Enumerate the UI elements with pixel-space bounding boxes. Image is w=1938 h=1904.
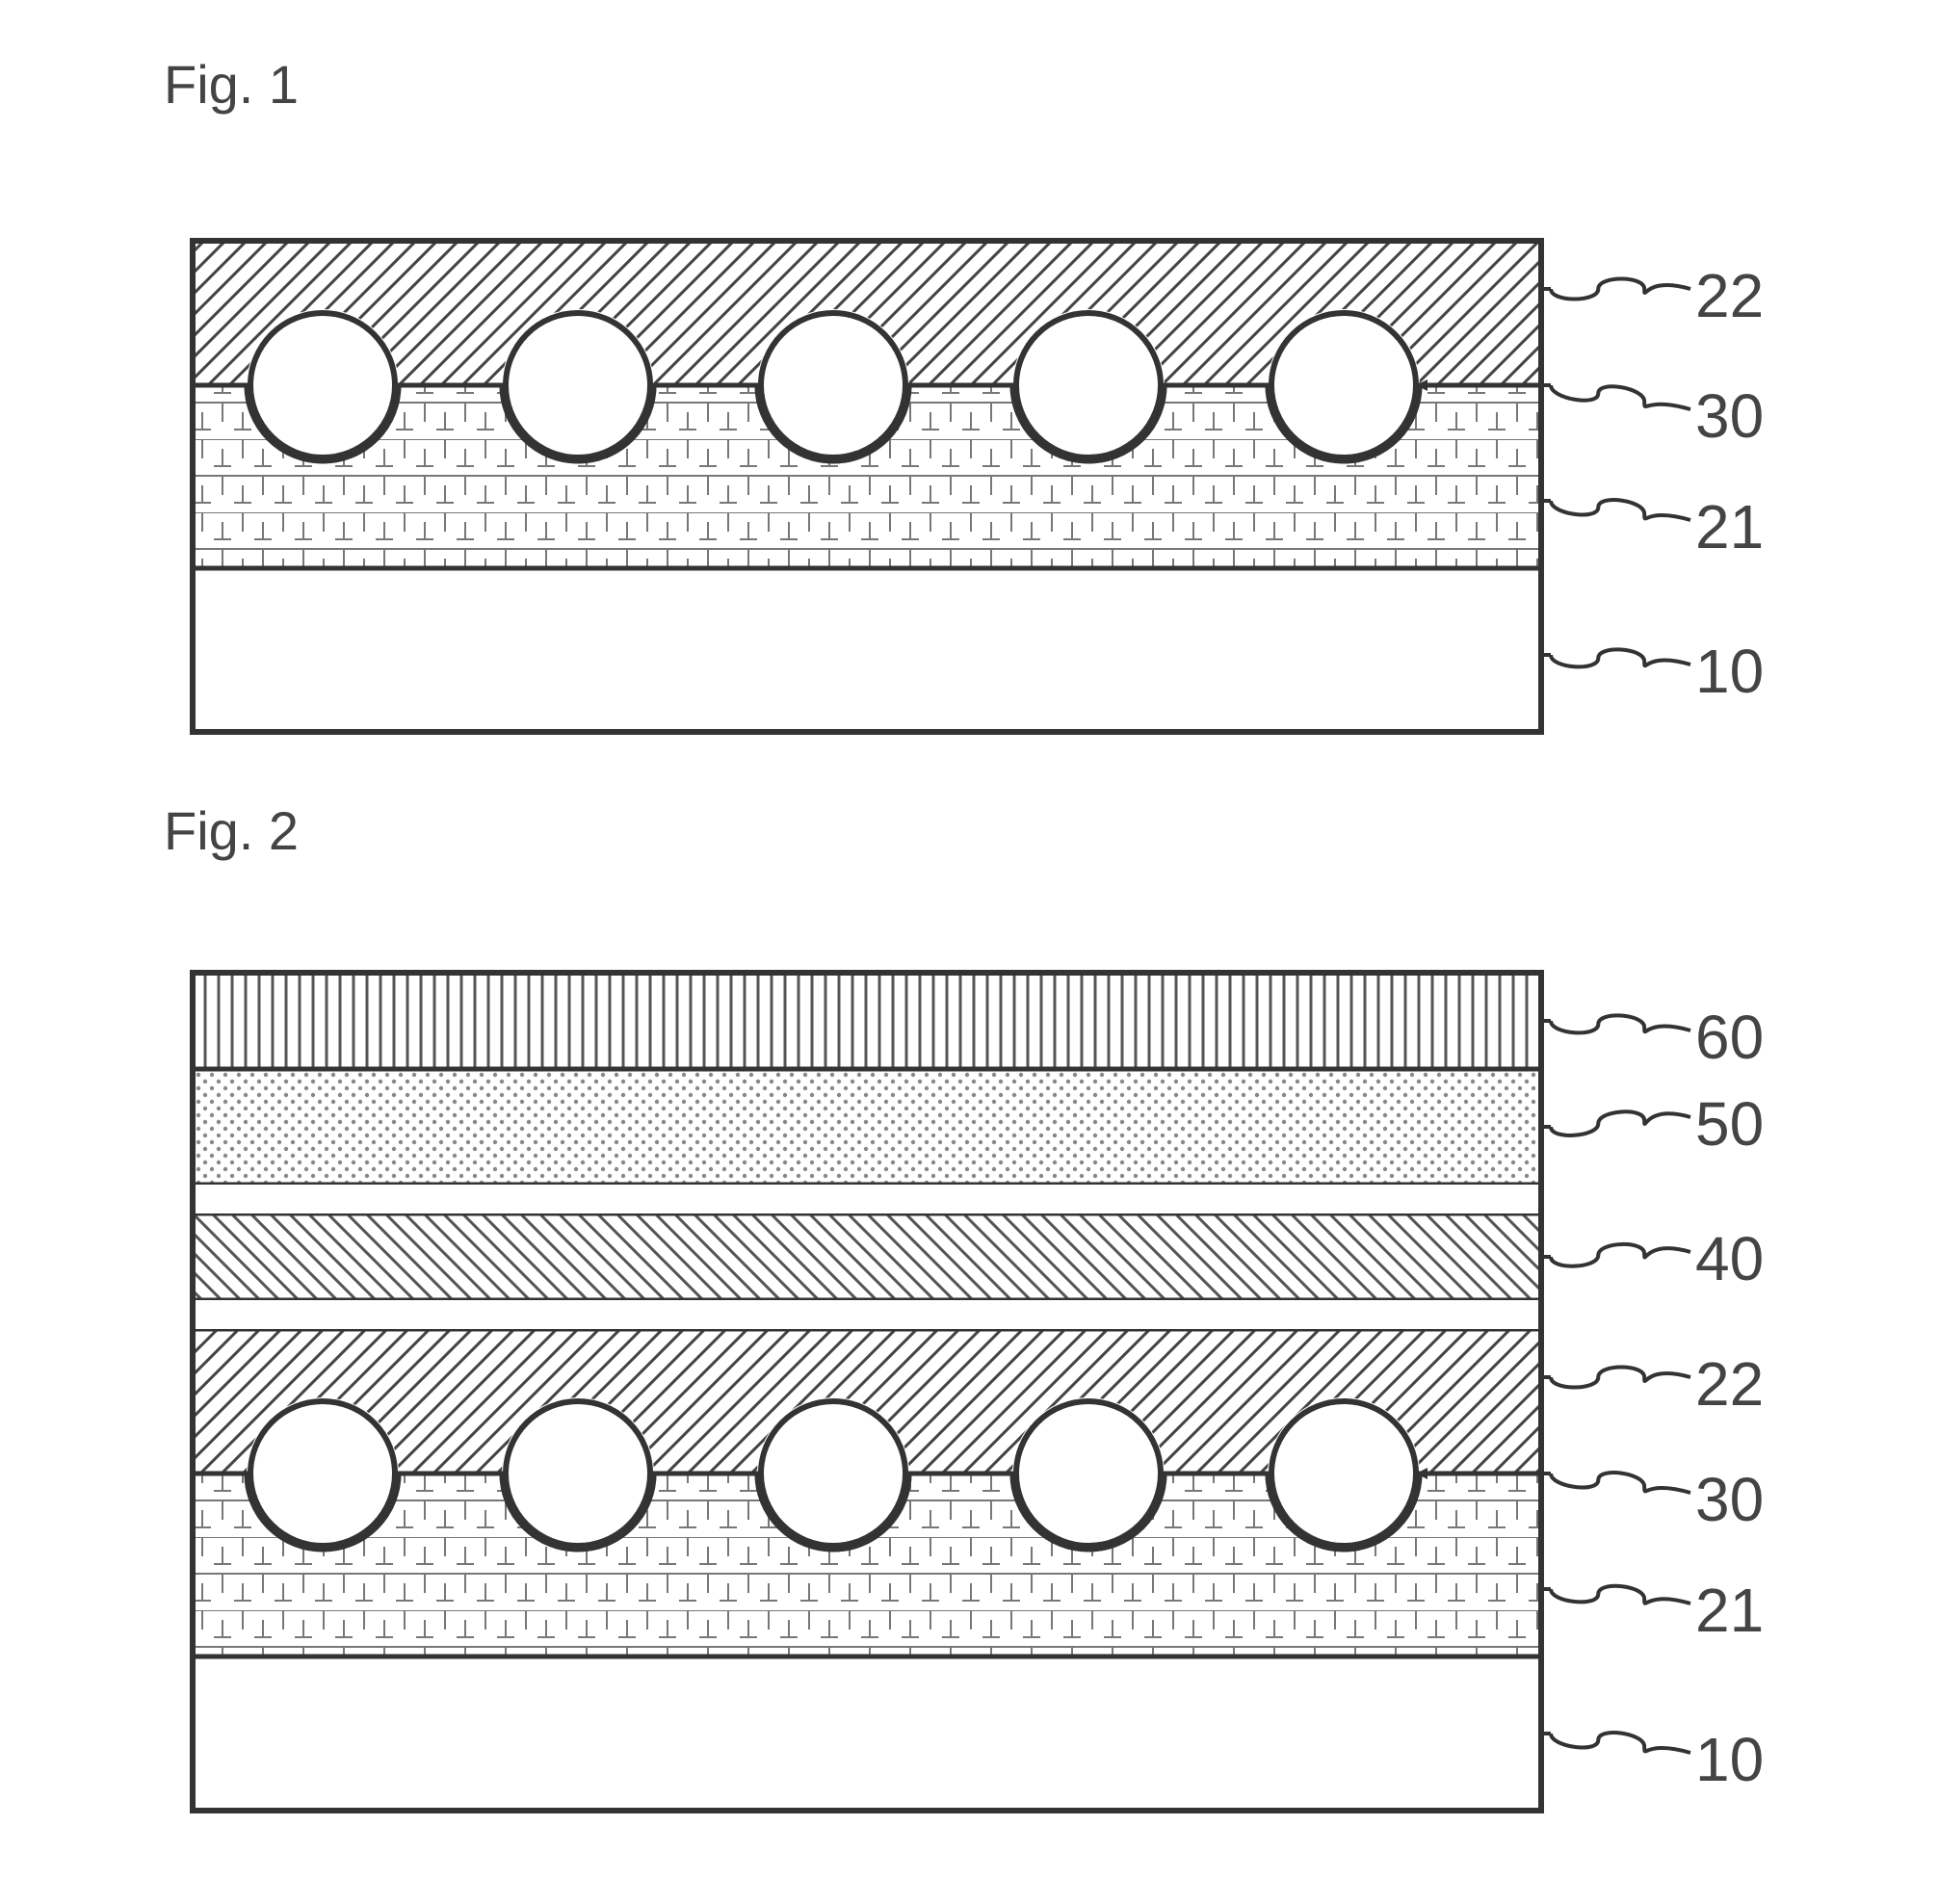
layer-label-40: 40 xyxy=(1695,1223,1764,1294)
layer-label-21: 21 xyxy=(1695,491,1764,562)
layer-label-22: 22 xyxy=(1695,260,1764,331)
layer-label-30: 30 xyxy=(1695,380,1764,452)
layer-label-10: 10 xyxy=(1695,1724,1764,1795)
layer-label-30: 30 xyxy=(1695,1464,1764,1535)
diagram-svg xyxy=(0,0,1938,1904)
layer-label-50: 50 xyxy=(1695,1088,1764,1160)
layer-label-21: 21 xyxy=(1695,1575,1764,1646)
layer-label-60: 60 xyxy=(1695,1002,1764,1073)
layer-label-22: 22 xyxy=(1695,1348,1764,1420)
layer-label-10: 10 xyxy=(1695,636,1764,707)
